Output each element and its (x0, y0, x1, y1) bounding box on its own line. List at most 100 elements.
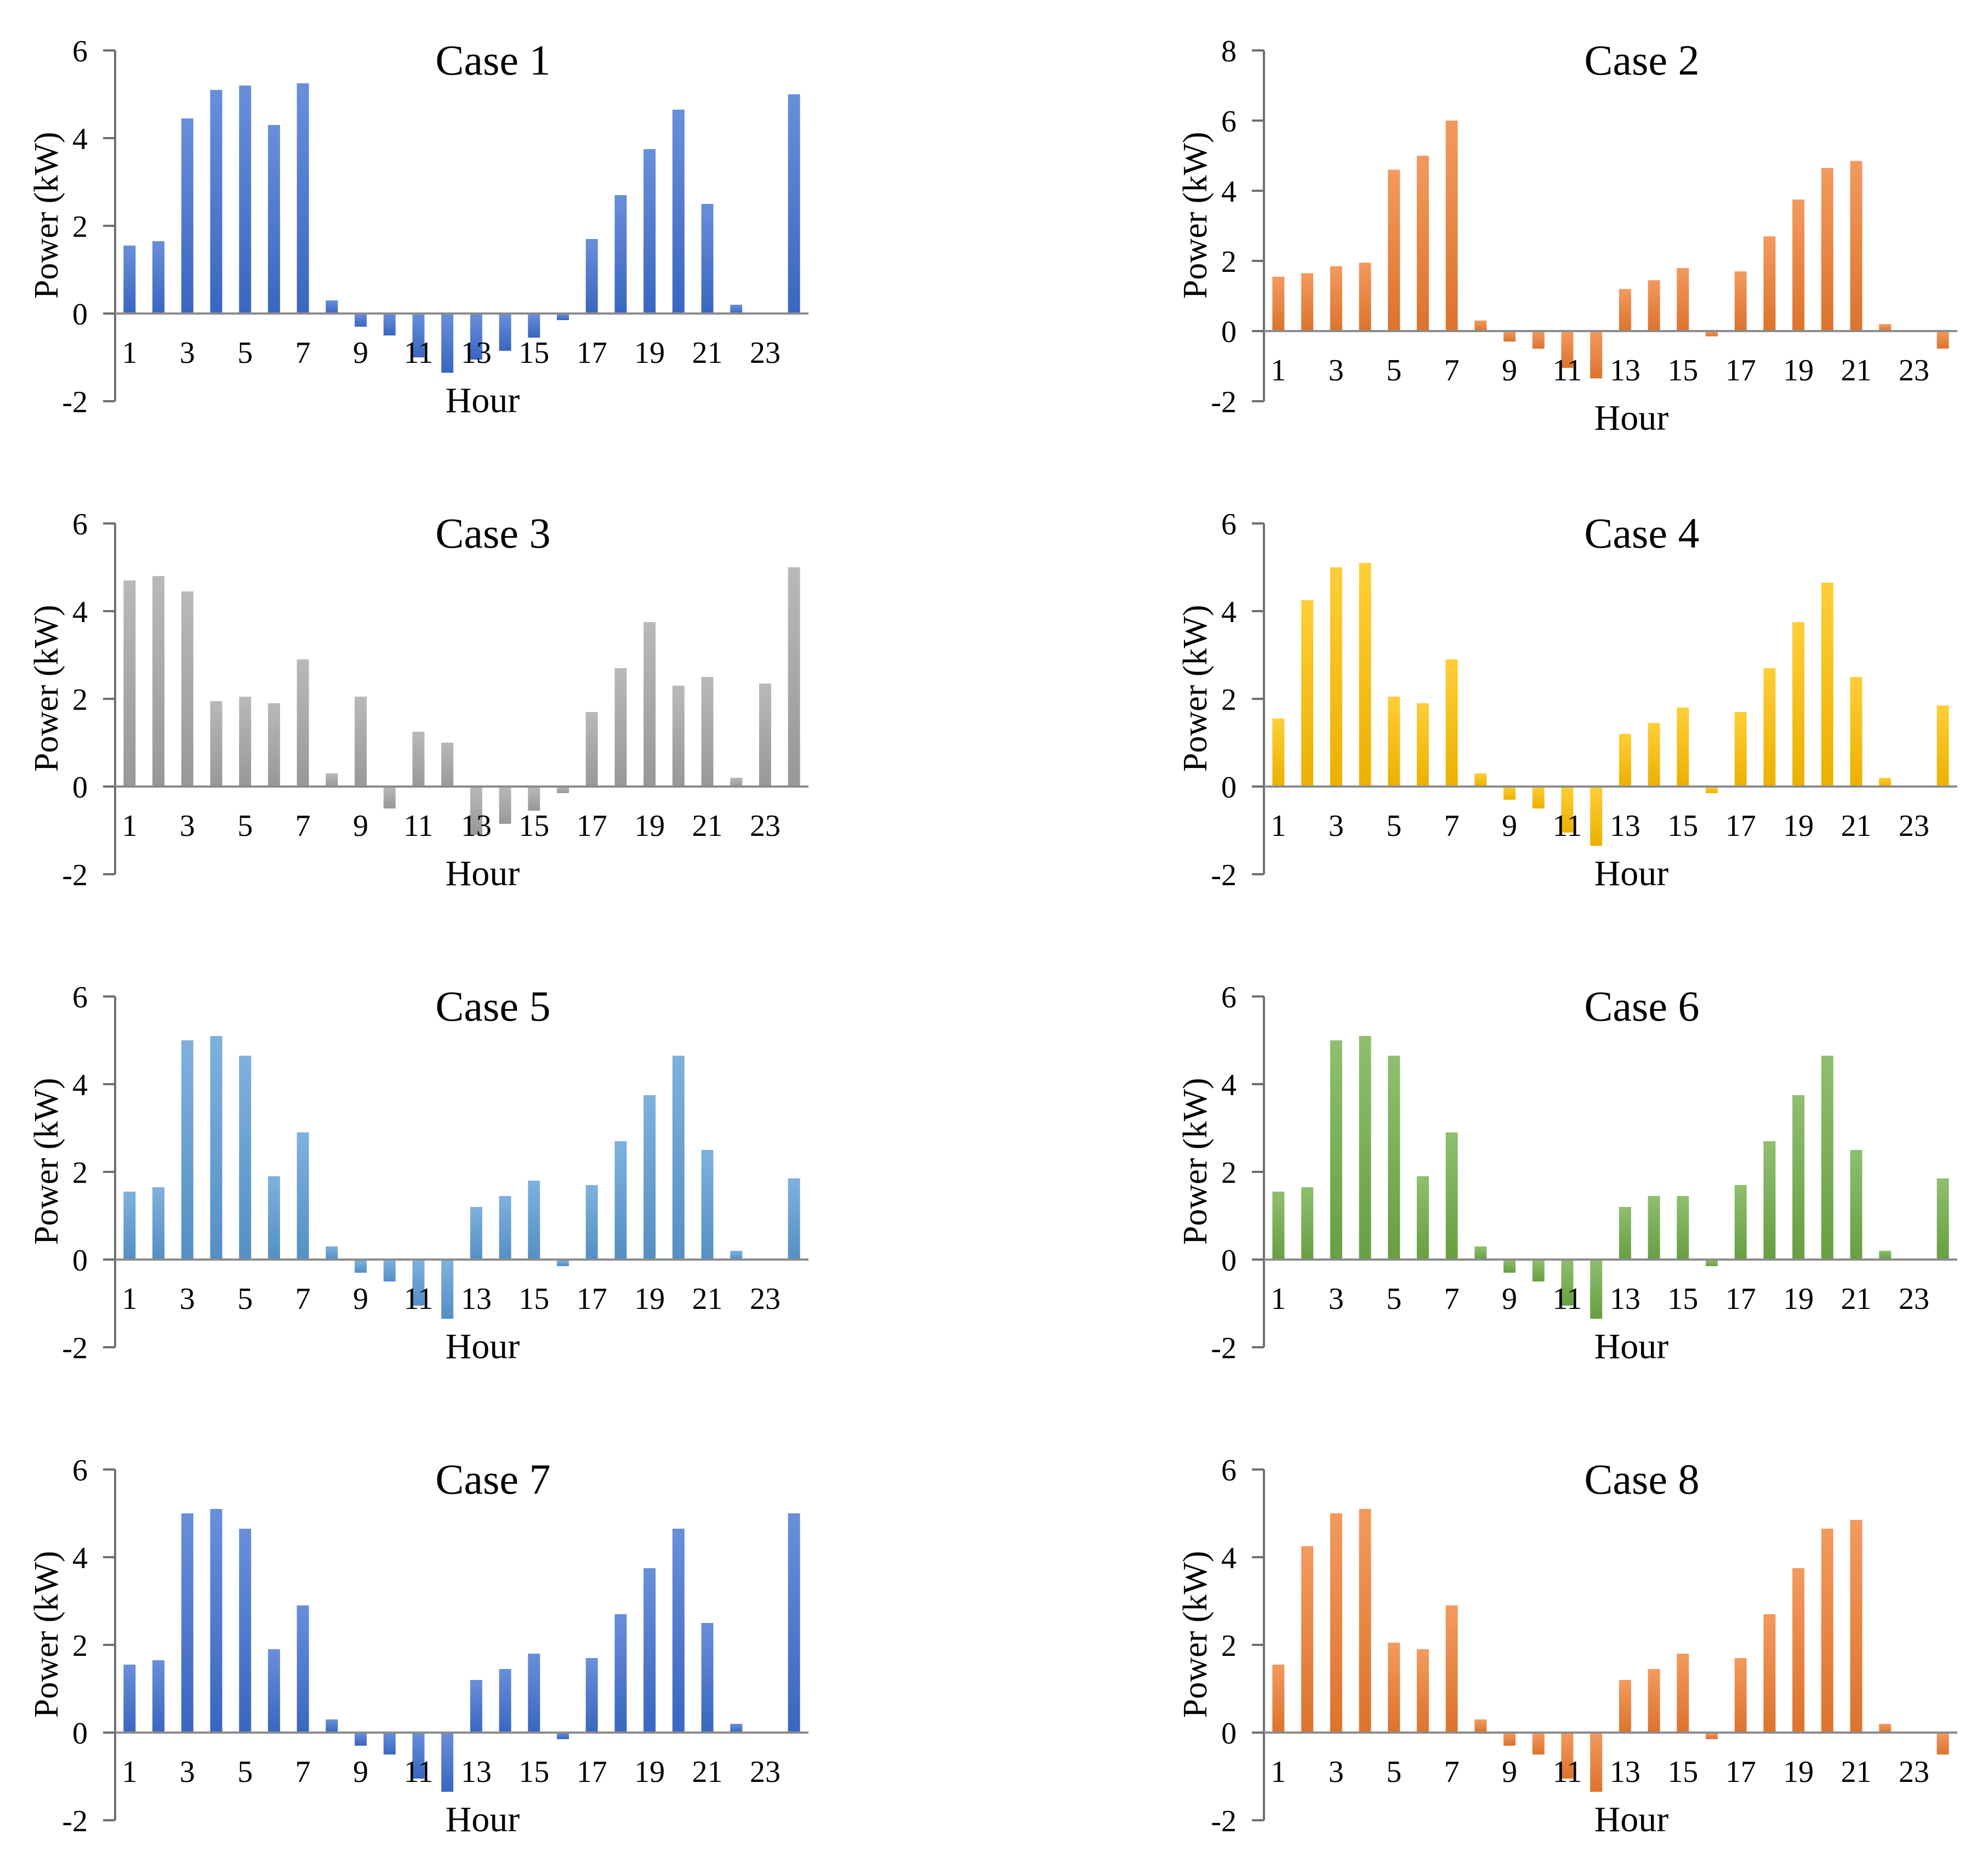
x-tick-label: 17 (577, 1755, 607, 1789)
bar-hour-7 (1445, 1132, 1458, 1260)
y-tick-label: 6 (1221, 105, 1237, 139)
bar-hour-10 (1532, 787, 1545, 808)
bar-hour-10 (1532, 1260, 1545, 1281)
x-tick-label: 3 (180, 809, 195, 843)
x-tick-label: 5 (1386, 354, 1402, 388)
bar-hour-15 (1677, 267, 1689, 331)
x-tick-label: 15 (1667, 1282, 1698, 1316)
x-tick-label: 1 (122, 336, 137, 370)
bar-hour-13 (470, 1207, 482, 1260)
x-tick-label: 5 (237, 809, 253, 843)
chart-title: Case 8 (1584, 1455, 1699, 1503)
bar-hour-24 (1936, 1733, 1949, 1755)
bar-hour-22 (1879, 1724, 1892, 1733)
x-tick-label: 23 (1899, 1282, 1929, 1316)
chart-title: Case 2 (1584, 36, 1699, 84)
bar-hour-24 (1936, 1178, 1949, 1260)
x-tick-label: 23 (1899, 354, 1929, 388)
bar-hour-13 (1619, 1680, 1631, 1733)
x-tick-label: 15 (1667, 354, 1698, 388)
bar-hour-1 (123, 1665, 136, 1733)
bar-hour-1 (123, 246, 136, 314)
bar-hour-16 (556, 314, 569, 320)
x-tick-label: 23 (750, 336, 781, 370)
x-tick-label: 9 (353, 809, 368, 843)
y-tick-label: 2 (1221, 1156, 1237, 1190)
bar-hour-2 (1301, 1546, 1314, 1733)
x-tick-label: 9 (1502, 354, 1517, 388)
x-tick-label: 7 (1444, 1755, 1460, 1789)
x-axis-label: Hour (446, 380, 520, 420)
x-tick-label: 17 (577, 1282, 607, 1316)
x-tick-label: 1 (1271, 809, 1286, 843)
y-tick-label: 2 (72, 210, 88, 244)
x-tick-label: 9 (353, 1755, 368, 1789)
y-tick-label: 2 (1221, 683, 1237, 717)
bar-hour-6 (267, 703, 280, 787)
y-tick-label: -2 (1211, 1331, 1237, 1365)
chart-title: Case 3 (435, 509, 550, 557)
bar-hour-5 (239, 1529, 252, 1733)
x-tick-label: 15 (519, 336, 549, 370)
x-tick-label: 21 (1841, 809, 1872, 843)
bar-hour-12 (1590, 787, 1603, 846)
bar-hour-16 (556, 1733, 569, 1739)
x-tick-label: 9 (1502, 1282, 1517, 1316)
y-tick-label: 0 (1221, 1717, 1237, 1751)
x-tick-label: 5 (237, 1282, 253, 1316)
y-axis-label: Power (kW) (28, 132, 65, 299)
bar-hour-20 (672, 686, 685, 787)
bar-hour-8 (326, 773, 338, 787)
x-tick-label: 7 (295, 1755, 311, 1789)
bar-hour-3 (1330, 1040, 1342, 1260)
x-tick-label: 1 (122, 1755, 137, 1789)
x-tick-label: 7 (1444, 809, 1460, 843)
bar-hour-20 (1821, 583, 1833, 787)
x-tick-label: 23 (750, 809, 781, 843)
bar-hour-18 (1763, 236, 1776, 331)
bar-hour-2 (152, 1660, 165, 1733)
y-tick-label: 0 (1221, 771, 1237, 805)
y-tick-label: 2 (72, 1156, 88, 1190)
bar-hour-21 (701, 677, 714, 787)
x-axis-label: Hour (446, 1799, 520, 1839)
y-tick-label: 4 (1221, 1068, 1237, 1102)
x-tick-label: 3 (1329, 1282, 1344, 1316)
x-tick-label: 1 (122, 809, 137, 843)
bar-hour-12 (1590, 331, 1603, 379)
x-tick-label: 9 (1502, 809, 1517, 843)
x-tick-label: 7 (1444, 1282, 1460, 1316)
x-tick-label: 3 (180, 1755, 195, 1789)
x-tick-label: 11 (1552, 354, 1582, 388)
x-tick-label: 19 (1783, 1282, 1814, 1316)
bar-hour-12 (441, 1733, 454, 1792)
bar-hour-5 (239, 697, 252, 787)
x-tick-label: 7 (1444, 354, 1460, 388)
x-tick-label: 23 (750, 1282, 781, 1316)
bar-hour-7 (1445, 121, 1458, 331)
x-axis-label: Hour (1594, 1799, 1669, 1839)
x-tick-label: 5 (237, 1755, 253, 1789)
y-axis-label: Power (kW) (1177, 1078, 1214, 1245)
bar-hour-11 (412, 314, 425, 357)
bar-hour-9 (1503, 1733, 1516, 1746)
bar-hour-6 (1416, 1176, 1429, 1260)
bar-hour-10 (383, 1733, 396, 1755)
bar-hour-5 (1388, 697, 1400, 787)
bar-hour-15 (528, 787, 540, 811)
x-tick-label: 11 (403, 809, 433, 843)
x-tick-label: 21 (692, 809, 723, 843)
x-tick-label: 13 (1610, 1282, 1640, 1316)
y-tick-label: -2 (62, 1804, 88, 1838)
bar-hour-24 (1936, 331, 1949, 349)
y-tick-label: 6 (1221, 508, 1237, 542)
bar-hour-4 (210, 90, 223, 314)
bar-hour-23 (759, 683, 771, 787)
y-axis-label: Power (kW) (28, 605, 65, 772)
bar-hour-9 (1503, 1260, 1516, 1273)
bar-hour-12 (441, 743, 454, 787)
bar-hour-9 (1503, 787, 1516, 800)
chart-title: Case 6 (1584, 982, 1699, 1030)
y-tick-label: -2 (1211, 858, 1237, 892)
